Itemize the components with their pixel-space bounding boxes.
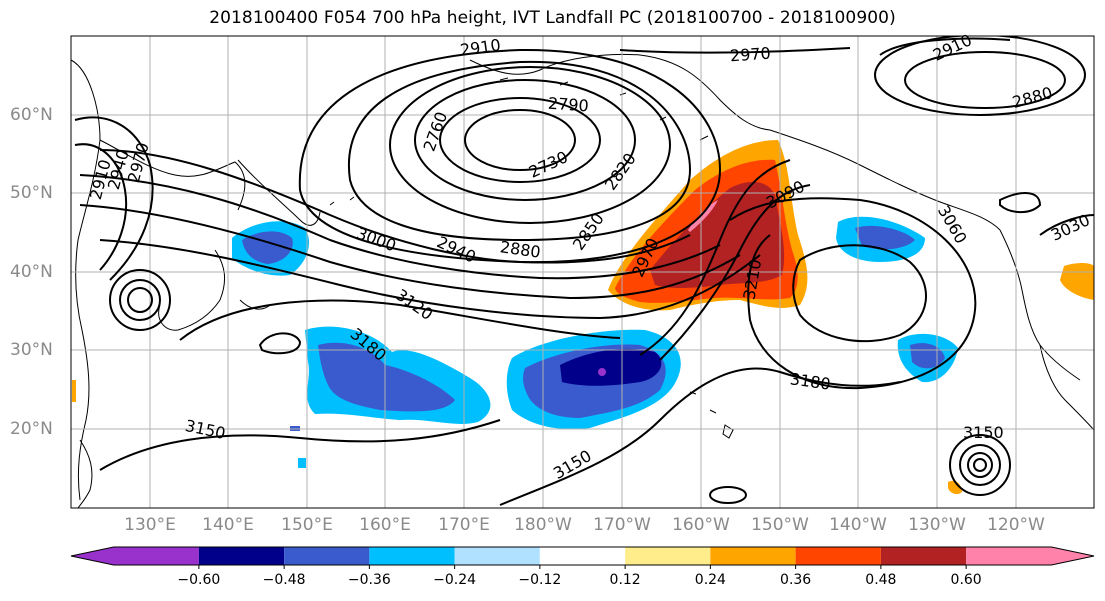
longitude-label: 130°W (908, 515, 966, 535)
longitude-label: 160°E (359, 515, 411, 535)
colorbar-segment (454, 547, 540, 565)
colorbar-segment (539, 547, 626, 565)
longitude-label: 180°W (514, 515, 572, 535)
longitude-label: 170°E (438, 515, 490, 535)
colorbar-tick-label: −0.12 (518, 572, 562, 588)
colorbar-tick-label: −0.24 (433, 572, 477, 588)
latitude-label: 20°N (10, 419, 53, 439)
longitude-label: 160°W (672, 515, 730, 535)
graticule (71, 36, 1094, 508)
colorbar (70, 546, 1095, 569)
contour-label: 2970 (729, 43, 772, 66)
negative-shading (232, 216, 958, 468)
contour-label: 3150 (963, 423, 1004, 442)
colorbar-tick-label: 0.24 (694, 572, 726, 588)
colorbar-segment (369, 547, 455, 565)
colorbar-tick-label: 0.48 (865, 572, 897, 588)
latitude-label: 40°N (10, 262, 53, 282)
colorbar-segment (966, 547, 1094, 565)
colorbar-tick-label: 0.12 (609, 572, 641, 588)
colorbar-segment (795, 547, 881, 565)
longitude-label: 140°W (829, 515, 887, 535)
colorbar-tick-label: 0.36 (780, 572, 812, 588)
colorbar-tick-label: −0.60 (177, 572, 221, 588)
colorbar-tick-label: −0.36 (347, 572, 391, 588)
latitude-label: 60°N (10, 105, 53, 125)
longitude-label: 130°E (124, 515, 176, 535)
contour-label: 2790 (547, 93, 590, 116)
longitude-label: 170°W (593, 515, 651, 535)
longitude-label: 140°E (202, 515, 254, 535)
colorbar-segment (625, 547, 711, 565)
colorbar-segment (284, 547, 370, 565)
longitude-label: 150°E (281, 515, 333, 535)
colorbar-segment (880, 547, 967, 565)
latitude-label: 30°N (10, 340, 53, 360)
colorbar-segment (198, 547, 285, 565)
longitude-label: 120°W (987, 515, 1045, 535)
colorbar-tick-label: 0.60 (950, 572, 982, 588)
coastlines (71, 53, 1094, 508)
colorbar-outline (70, 546, 1095, 566)
map-title: 2018100400 F054 700 hPa height, IVT Land… (209, 8, 896, 28)
colorbar-segment (71, 547, 199, 565)
longitude-label: 150°W (751, 515, 809, 535)
height-contours (74, 36, 1094, 506)
colorbar-tick-label: −0.48 (262, 572, 306, 588)
latitude-label: 50°N (10, 183, 53, 203)
plot-frame (70, 35, 1095, 509)
colorbar-segment (710, 547, 796, 565)
